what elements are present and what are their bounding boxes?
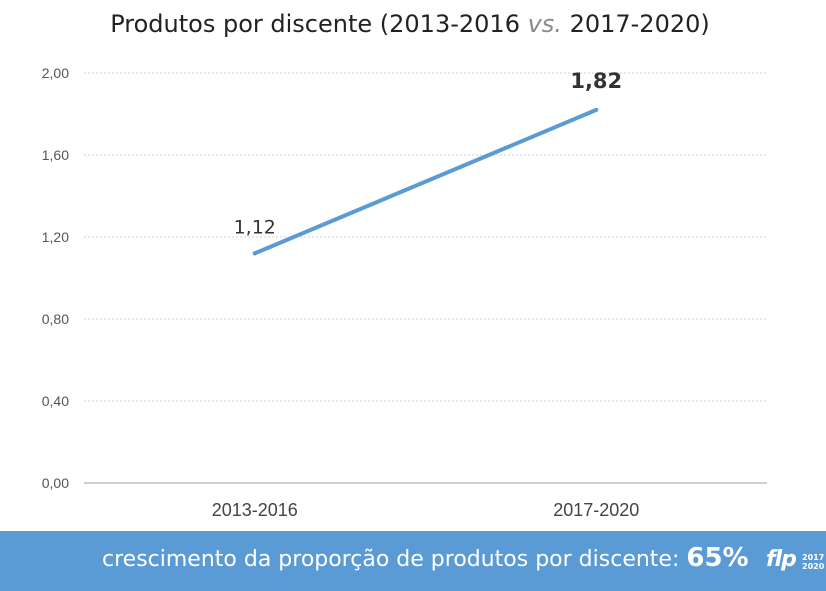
- data-point: [594, 107, 599, 112]
- logo-year-top: 2017: [802, 553, 825, 562]
- data-point: [252, 251, 257, 256]
- y-tick-label: 0,40: [42, 393, 69, 409]
- y-tick-label: 1,60: [42, 147, 69, 163]
- logo-years: 2017 2020: [802, 553, 826, 571]
- line-chart: 0,00 0,40 0,80 1,20 1,60 2,00 2013-2016 2017-20…: [42, 65, 767, 520]
- growth-percent: 65%: [686, 543, 749, 573]
- footer-banner: crescimento da proporção de produtos por…: [0, 531, 826, 591]
- title-part1: Produtos por discente (2013-2016: [110, 10, 528, 38]
- logo-year-bottom: 2020: [802, 562, 825, 571]
- y-tick-label: 1,20: [42, 229, 69, 245]
- series-line: [252, 107, 599, 256]
- logo-wordmark: flp: [766, 547, 797, 572]
- data-label: 1,82: [570, 69, 622, 93]
- y-tick-label: 0,00: [42, 475, 69, 491]
- data-label: 1,12: [234, 216, 276, 238]
- title-part2: 2017-2020): [561, 10, 710, 38]
- x-tick-label: 2017-2020: [553, 500, 639, 520]
- chart-title: Produtos por discente (2013-2016 vs. 201…: [0, 10, 820, 38]
- x-tick-label: 2013-2016: [212, 500, 298, 520]
- footer-label: crescimento da proporção de produtos por…: [102, 547, 687, 572]
- flp-logo: flp 2017 2020: [766, 547, 824, 572]
- y-tick-label: 0,80: [42, 311, 69, 327]
- y-tick-label: 2,00: [42, 65, 69, 81]
- title-vs: vs.: [527, 10, 562, 38]
- footer-text: crescimento da proporção de produtos por…: [102, 543, 749, 573]
